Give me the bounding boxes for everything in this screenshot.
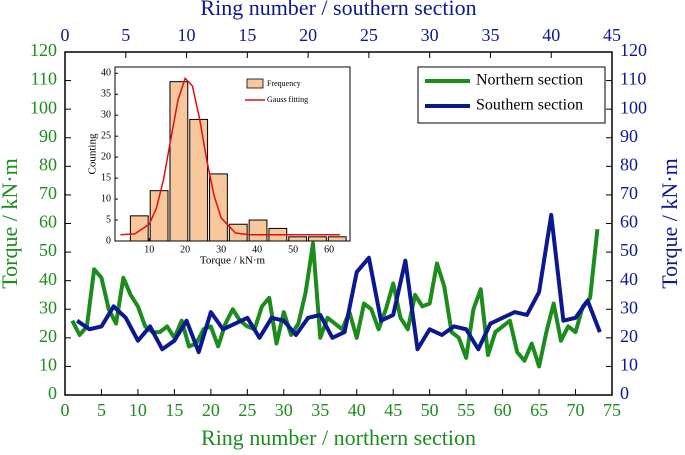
- y-tick-label: 100: [30, 97, 57, 117]
- x2-tick-label: 5: [121, 25, 130, 45]
- x-tick-label: 15: [165, 400, 183, 420]
- inset-y-tick-label: 35: [101, 89, 111, 100]
- x2-tick-label: 40: [542, 25, 560, 45]
- inset-y-tick-label: 25: [101, 130, 111, 141]
- inset-x-tick-label: 50: [288, 244, 298, 255]
- y2-tick-label: 120: [620, 40, 647, 60]
- y2-axis-title: Torque / kN·m: [657, 158, 682, 288]
- y-tick-label: 60: [39, 212, 57, 232]
- x-tick-label: 25: [238, 400, 256, 420]
- x-tick-label: 0: [61, 400, 70, 420]
- x2-tick-label: 20: [299, 25, 317, 45]
- inset-y-tick-label: 15: [101, 172, 111, 183]
- y2-tick-label: 10: [620, 355, 638, 375]
- y-tick-label: 70: [39, 183, 57, 203]
- x-tick-label: 50: [421, 400, 439, 420]
- y-tick-label: 120: [30, 40, 57, 60]
- y2-tick-label: 110: [620, 69, 646, 89]
- series-line: [70, 229, 600, 369]
- x-tick-label: 40: [348, 400, 366, 420]
- x-tick-label: 55: [457, 400, 475, 420]
- x2-tick-label: 35: [481, 25, 499, 45]
- x2-axis-title: Ring number / southern section: [200, 0, 476, 20]
- y2-tick-label: 80: [620, 154, 638, 174]
- inset-x-tick-label: 10: [144, 244, 154, 255]
- y2-tick-label: 30: [620, 297, 638, 317]
- x-tick-label: 70: [567, 400, 585, 420]
- y-tick-label: 80: [39, 154, 57, 174]
- inset-y-tick-label: 40: [101, 68, 111, 79]
- y2-tick-label: 70: [620, 183, 638, 203]
- inset-x-tick-label: 30: [216, 244, 226, 255]
- x-tick-label: 35: [311, 400, 329, 420]
- legend-label: Southern section: [476, 97, 583, 114]
- inset-y-tick-label: 5: [106, 214, 111, 225]
- y-tick-label: 40: [39, 269, 57, 289]
- histogram-bar: [248, 219, 268, 242]
- x-tick-label: 45: [384, 400, 402, 420]
- histogram-bar: [308, 236, 327, 242]
- histogram-bar: [327, 236, 347, 242]
- y2-tick-label: 40: [620, 269, 638, 289]
- legend-label: Northern section: [476, 72, 583, 89]
- y2-tick-label: 90: [620, 126, 638, 146]
- y2-tick-label: 20: [620, 326, 638, 346]
- y-tick-label: 30: [39, 297, 57, 317]
- inset-legend-label: Gauss fitting: [267, 95, 308, 104]
- y-tick-label: 90: [39, 126, 57, 146]
- inset-y-tick-label: 10: [101, 193, 111, 204]
- y2-tick-label: 100: [620, 97, 647, 117]
- x2-tick-label: 25: [360, 25, 378, 45]
- inset-x-tick-label: 40: [252, 244, 262, 255]
- x2-tick-label: 30: [421, 25, 439, 45]
- x2-tick-label: 15: [238, 25, 256, 45]
- x-tick-label: 75: [603, 400, 621, 420]
- inset-x-title: Torque / kN·m: [200, 255, 266, 267]
- histogram-bar: [169, 81, 189, 242]
- inset-y-title: Counting: [87, 133, 99, 174]
- fit-curve: [120, 76, 340, 236]
- x-tick-label: 5: [97, 400, 106, 420]
- legend-box: [417, 66, 606, 124]
- x-tick-label: 65: [530, 400, 548, 420]
- x-tick-label: 20: [202, 400, 220, 420]
- inset-x-tick-label: 20: [180, 244, 190, 255]
- inset-legend-label: Frequency: [267, 79, 301, 88]
- inset-y-tick-label: 30: [101, 110, 111, 121]
- inset-x-tick-label: 60: [324, 244, 334, 255]
- series-line: [76, 212, 602, 355]
- y-axis-title: Torque / kN·m: [0, 158, 22, 288]
- y-tick-label: 20: [39, 326, 57, 346]
- histogram-bar: [129, 215, 149, 242]
- x-tick-label: 10: [129, 400, 147, 420]
- inset-y-tick-label: 0: [106, 235, 111, 246]
- x2-tick-label: 0: [61, 25, 70, 45]
- y-tick-label: 10: [39, 355, 57, 375]
- y-tick-label: 110: [31, 69, 57, 89]
- inset-frame: [114, 66, 351, 242]
- x-tick-label: 60: [494, 400, 512, 420]
- y2-tick-label: 60: [620, 212, 638, 232]
- y-tick-label: 50: [39, 240, 57, 260]
- y2-tick-label: 0: [620, 383, 629, 403]
- y2-tick-label: 50: [620, 240, 638, 260]
- histogram-bar: [189, 118, 209, 242]
- histogram-bar: [288, 236, 308, 242]
- y-tick-label: 0: [48, 383, 57, 403]
- x-axis-title: Ring number / northern section: [201, 425, 476, 450]
- x-tick-label: 30: [275, 400, 293, 420]
- inset-y-tick-label: 20: [101, 151, 111, 162]
- x2-tick-label: 10: [178, 25, 196, 45]
- inset-legend-swatch: [246, 78, 264, 89]
- x2-tick-label: 45: [603, 25, 621, 45]
